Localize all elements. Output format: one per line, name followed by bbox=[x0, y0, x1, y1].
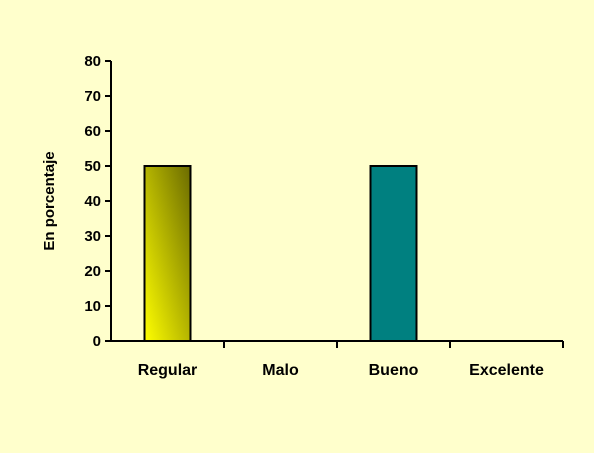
bar-bueno bbox=[369, 165, 418, 342]
x-tick-label: Excelente bbox=[469, 362, 544, 379]
y-tick-label: 80 bbox=[84, 53, 101, 70]
x-tick-label: Malo bbox=[262, 362, 299, 379]
y-axis-ticks: 0 10 20 30 40 50 60 70 80 bbox=[84, 53, 111, 350]
y-tick-label: 50 bbox=[84, 158, 101, 175]
y-tick-label: 10 bbox=[84, 298, 101, 315]
x-tick-label: Regular bbox=[138, 362, 198, 379]
y-tick-label: 20 bbox=[84, 263, 101, 280]
y-tick-label: 70 bbox=[84, 88, 101, 105]
bars bbox=[143, 165, 418, 342]
x-tick-label: Bueno bbox=[369, 362, 419, 379]
x-axis-ticks: Regular Malo Bueno Excelente bbox=[138, 341, 564, 379]
y-tick-label: 40 bbox=[84, 193, 101, 210]
y-tick-label: 30 bbox=[84, 228, 101, 245]
y-tick-label: 0 bbox=[93, 333, 101, 350]
bar-regular bbox=[143, 165, 192, 342]
y-tick-label: 60 bbox=[84, 123, 101, 140]
y-axis-label: En porcentaje bbox=[41, 151, 58, 250]
